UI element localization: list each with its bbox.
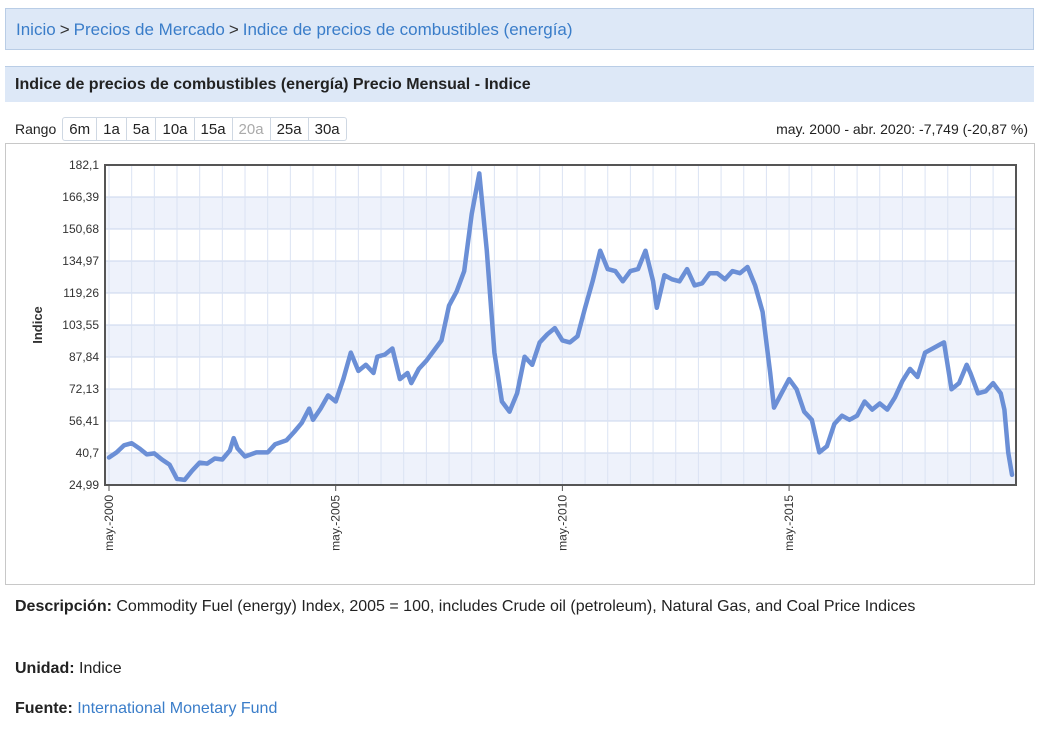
y-tick-label: 87,84 xyxy=(69,350,99,364)
x-axis-tick-labels: may.-2000 may.-2005 may.-2010 may.-2015 xyxy=(102,485,796,551)
y-tick-label: 166,39 xyxy=(62,190,99,204)
y-axis-tick-labels: 24,99 40,7 56,41 72,13 87,84 103,55 119,26 134,… xyxy=(62,158,99,492)
source-label: Fuente: xyxy=(15,700,73,717)
breadcrumb-current-link[interactable]: Indice de precios de combustibles (energ… xyxy=(242,20,573,39)
range-button-10a[interactable]: 10a xyxy=(156,117,195,141)
range-button-20a[interactable]: 20a xyxy=(232,117,271,141)
y-tick-label: 72,13 xyxy=(69,382,99,396)
breadcrumb: Inicio > Precios de Mercado > Indice de prec… xyxy=(5,8,1034,50)
description-text: Commodity Fuel (energy) Index, 2005 = 10… xyxy=(116,598,916,615)
series-line xyxy=(106,171,1015,483)
x-tick-label: may.-2005 xyxy=(329,495,343,551)
y-tick-label: 134,97 xyxy=(62,254,99,268)
x-tick-label: may.-2015 xyxy=(782,495,796,551)
breadcrumb-separator: > xyxy=(228,20,239,39)
chart-container: 24,99 40,7 56,41 72,13 87,84 103,55 119,26 134,… xyxy=(5,143,1035,585)
source-link[interactable]: International Monetary Fund xyxy=(77,700,278,717)
y-tick-label: 103,55 xyxy=(62,318,99,332)
range-label: Rango xyxy=(15,121,57,137)
y-tick-label: 150,68 xyxy=(62,222,99,236)
y-tick-label: 182,1 xyxy=(69,158,99,172)
chart-title: Indice de precios de combustibles (energ… xyxy=(5,66,1034,102)
line-chart[interactable]: 24,99 40,7 56,41 72,13 87,84 103,55 119,26 134,… xyxy=(6,144,1034,584)
unit-value: Indice xyxy=(79,660,122,677)
description: Descripción: Commodity Fuel (energy) Ind… xyxy=(15,594,1025,620)
vertical-gridlines xyxy=(108,165,994,485)
breadcrumb-separator: > xyxy=(59,20,70,39)
breadcrumb-home-link[interactable]: Inicio xyxy=(16,20,56,39)
range-selector: Rango 6m 1a 5a 10a 15a 20a 25a 30a xyxy=(15,117,347,141)
range-button-15a[interactable]: 15a xyxy=(194,117,233,141)
y-tick-label: 56,41 xyxy=(69,414,99,428)
y-tick-label: 40,7 xyxy=(76,446,100,460)
x-tick-label: may.-2000 xyxy=(102,495,116,551)
unit-info: Unidad: Indice xyxy=(15,660,122,678)
x-tick-label: may.-2010 xyxy=(555,495,569,551)
range-change-summary: may. 2000 - abr. 2020: -7,749 (-20,87 %) xyxy=(776,121,1028,137)
y-axis-label: Indice xyxy=(30,306,45,344)
range-button-6m[interactable]: 6m xyxy=(62,117,98,141)
y-tick-label: 24,99 xyxy=(69,478,99,492)
source-info: Fuente: International Monetary Fund xyxy=(15,700,277,718)
range-button-5a[interactable]: 5a xyxy=(126,117,157,141)
y-tick-label: 119,26 xyxy=(63,286,99,300)
breadcrumb-category-link[interactable]: Precios de Mercado xyxy=(73,20,225,39)
range-button-1a[interactable]: 1a xyxy=(97,117,127,141)
range-button-25a[interactable]: 25a xyxy=(270,117,309,141)
range-button-30a[interactable]: 30a xyxy=(308,117,347,141)
plot-band xyxy=(105,196,1016,229)
plot-band xyxy=(105,260,1016,293)
plot-band xyxy=(105,453,1016,485)
plot-area-border xyxy=(104,164,1017,486)
unit-label: Unidad: xyxy=(15,660,75,677)
description-label: Descripción: xyxy=(15,598,112,615)
